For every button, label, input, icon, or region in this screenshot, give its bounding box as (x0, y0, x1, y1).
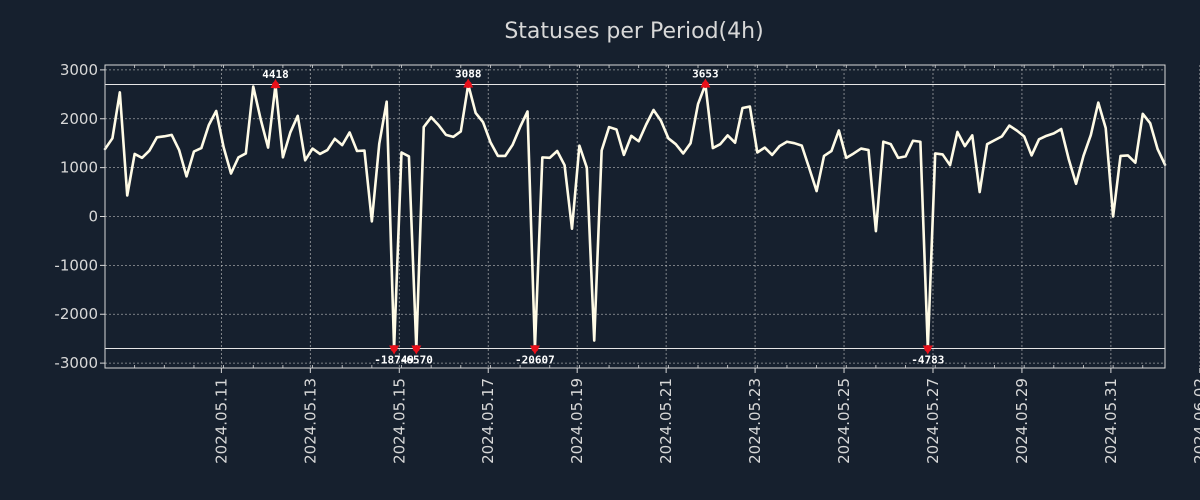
y-tick-label: 0 (88, 208, 98, 226)
x-tick-label: 2024.05.17 (479, 378, 497, 464)
x-tick-label: 2024.05.27 (924, 378, 942, 464)
x-tick-label: 2024.05.19 (568, 378, 586, 464)
marker-label: -4783 (911, 353, 944, 366)
chart-title: Statuses per Period(4h) (504, 19, 763, 44)
marker-dot (390, 344, 398, 352)
x-tick-label: 2024.05.15 (390, 378, 408, 464)
x-tick-label: 2024.06.02 (1191, 378, 1200, 464)
marker-dot (412, 344, 420, 352)
marker-dot (701, 81, 709, 89)
marker-dot (924, 344, 932, 352)
x-tick-label: 2024.05.21 (657, 378, 675, 464)
y-tick-label: 2000 (60, 110, 98, 128)
x-tick-label: 2024.05.31 (1102, 378, 1120, 464)
marker-dot (464, 81, 472, 89)
x-tick-label: 2024.05.11 (212, 378, 230, 464)
marker-label: 3088 (455, 68, 482, 81)
x-tick-label: 2024.05.23 (746, 378, 764, 464)
marker-label: -18749 (374, 353, 414, 366)
reference-lines (105, 84, 1165, 349)
x-tick-label: 2024.05.25 (835, 378, 853, 464)
marker-label: -6570 (400, 353, 433, 366)
marker-label: 4418 (262, 68, 289, 81)
marker-label: 3653 (692, 68, 719, 81)
marker-label: -20607 (515, 353, 555, 366)
series-line (103, 83, 1167, 350)
plot-frame (104, 64, 1166, 369)
y-tick-label: -2000 (54, 305, 98, 323)
x-tick-label: 2024.05.29 (1013, 378, 1031, 464)
x-axis-ticks: 2024.05.11 2024.05.13 2024.05.15 2024.05.17… (104, 65, 1200, 464)
marker-dot (531, 344, 539, 352)
y-tick-label: 3000 (60, 61, 98, 79)
y-axis-ticks: 3000 2000 1000 0 -1000 -2000 -3000 (54, 61, 105, 372)
y-tick-label: -1000 (54, 256, 98, 274)
marker-dot (271, 81, 279, 89)
y-tick-label: 1000 (60, 159, 98, 177)
x-tick-label: 2024.05.13 (301, 378, 319, 464)
y-tick-label: -3000 (54, 354, 98, 372)
series-layer (103, 83, 1167, 350)
marker-layer: 4418 -18749-6570 3088 -20607 3653 -4783 (262, 68, 944, 367)
